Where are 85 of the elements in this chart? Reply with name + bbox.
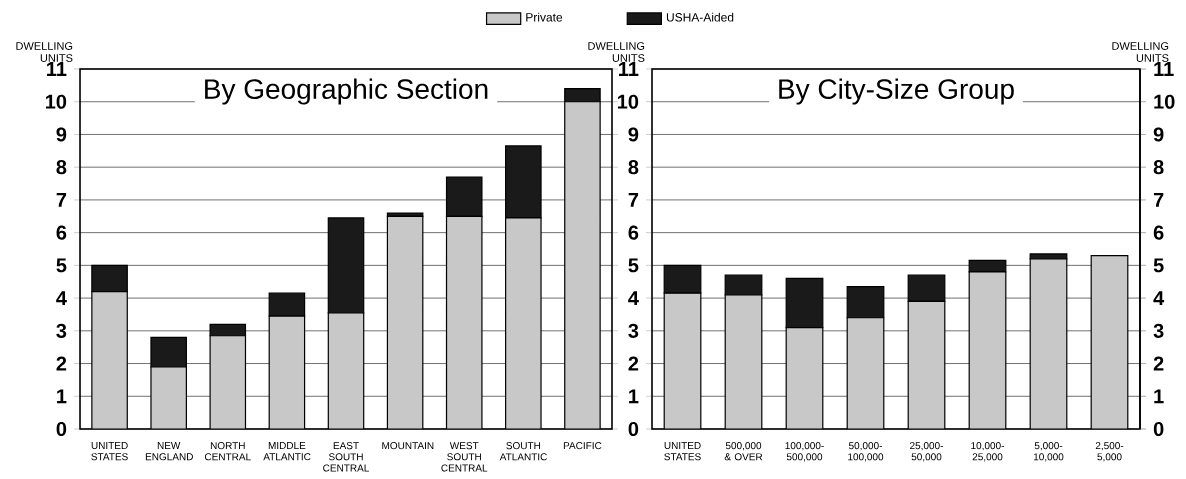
- y2-tick-label: 6: [1153, 225, 1164, 240]
- y2-tick-label: 4: [1153, 291, 1165, 305]
- bar: [664, 293, 701, 429]
- bar: [1030, 258, 1067, 429]
- bar: [268, 292, 306, 317]
- y-tick-label: 9: [628, 127, 639, 142]
- legend-label: USHA-Aided: [666, 12, 734, 22]
- y2-tick-label: 5: [1153, 258, 1164, 273]
- y2-axis-title: DWELLING UNITS: [1112, 42, 1169, 62]
- bar: [847, 317, 884, 429]
- legend-label: Private: [526, 12, 563, 22]
- x-tick-label: 100,000-500,000: [785, 442, 824, 462]
- bar: [505, 217, 542, 429]
- y-tick-label: 5: [628, 258, 639, 273]
- y-tick-label: 0: [628, 421, 639, 437]
- x-tick-label: 500,000 & OVER: [724, 442, 763, 461]
- x-tick-label: SOUTH ATLANTIC: [499, 442, 547, 461]
- y-axis-title: DWELLING UNITS: [588, 42, 645, 62]
- bar: [1090, 254, 1129, 429]
- y-tick-label: 4: [628, 291, 639, 305]
- y-tick-label: 8: [628, 160, 639, 175]
- bar: [150, 366, 187, 429]
- bar: [725, 294, 762, 429]
- y2-tick-label: 8: [1153, 160, 1164, 175]
- x-tick-label: UNITED STATES: [664, 442, 701, 461]
- bar: [786, 327, 823, 429]
- x-tick-label: PACIFIC: [563, 442, 602, 450]
- y-tick-label: 5: [56, 258, 67, 273]
- bar: [908, 301, 945, 429]
- y-tick-label: 6: [628, 225, 639, 240]
- y-tick-label: 3: [56, 323, 67, 338]
- y-tick-label: 7: [628, 193, 639, 207]
- bar: [328, 312, 364, 429]
- y-tick-label: 10: [45, 94, 67, 109]
- y2-tick-label: 10: [1154, 94, 1175, 109]
- x-tick-label: WEST SOUTH CENTRAL: [441, 442, 488, 472]
- y-tick-label: 9: [56, 127, 67, 142]
- y-tick-label: 7: [56, 193, 67, 207]
- bar: [785, 277, 824, 329]
- y-tick-label: 1: [629, 389, 639, 404]
- chart-title: By City-Size Group: [779, 78, 1014, 105]
- x-tick-label: 50,000-100,000: [848, 442, 884, 462]
- bar: [150, 336, 187, 368]
- y2-tick-label: 7: [1153, 193, 1164, 207]
- x-tick-label: MIDDLE ATLANTIC: [263, 442, 311, 461]
- y-tick-label: 8: [56, 160, 67, 175]
- bar: [846, 286, 885, 319]
- y-tick-label: 2: [56, 356, 67, 371]
- x-tick-label: MOUNTAIN: [382, 442, 434, 450]
- x-tick-label: UNITED STATES: [91, 442, 128, 461]
- x-tick-label: 2,500-5,000: [1095, 442, 1124, 462]
- y-tick-label: 4: [56, 291, 67, 305]
- x-tick-label: 25,000-50,000: [910, 442, 944, 462]
- bar: [210, 335, 246, 429]
- bar: [387, 216, 423, 429]
- y2-tick-label: 2: [1153, 356, 1164, 371]
- y2-tick-label: 0: [1153, 421, 1164, 437]
- y-tick-label: 11: [619, 62, 639, 76]
- x-tick-label: EAST SOUTH CENTRAL: [323, 442, 370, 472]
- bar: [505, 145, 542, 219]
- x-tick-label: 10,000-25,000: [971, 442, 1005, 462]
- bar: [327, 217, 365, 314]
- bar: [446, 216, 482, 429]
- chart-title: By Geographic Section: [205, 78, 488, 105]
- x-tick-label: 5,000-10,000: [1033, 442, 1064, 462]
- bar: [445, 176, 483, 217]
- y-tick-label: 10: [617, 94, 639, 109]
- y-tick-label: 3: [628, 323, 639, 338]
- y-axis-title: DWELLING UNITS: [16, 42, 73, 62]
- y2-tick-label: 9: [1153, 127, 1164, 142]
- bar: [91, 291, 128, 429]
- x-tick-label: NORTH CENTRAL: [204, 442, 251, 461]
- y-tick-label: 11: [47, 62, 67, 76]
- bar: [269, 316, 305, 429]
- y-tick-label: 1: [57, 389, 67, 404]
- bar: [564, 101, 601, 429]
- y2-tick-label: 1: [1154, 389, 1164, 404]
- y-tick-label: 0: [56, 421, 67, 437]
- y-tick-label: 2: [628, 356, 639, 371]
- bar: [969, 271, 1006, 429]
- x-tick-label: NEW ENGLAND: [145, 442, 193, 461]
- y-tick-label: 6: [56, 225, 67, 240]
- bar: [907, 274, 946, 302]
- y2-tick-label: 11: [1154, 62, 1174, 76]
- y2-tick-label: 3: [1153, 323, 1164, 338]
